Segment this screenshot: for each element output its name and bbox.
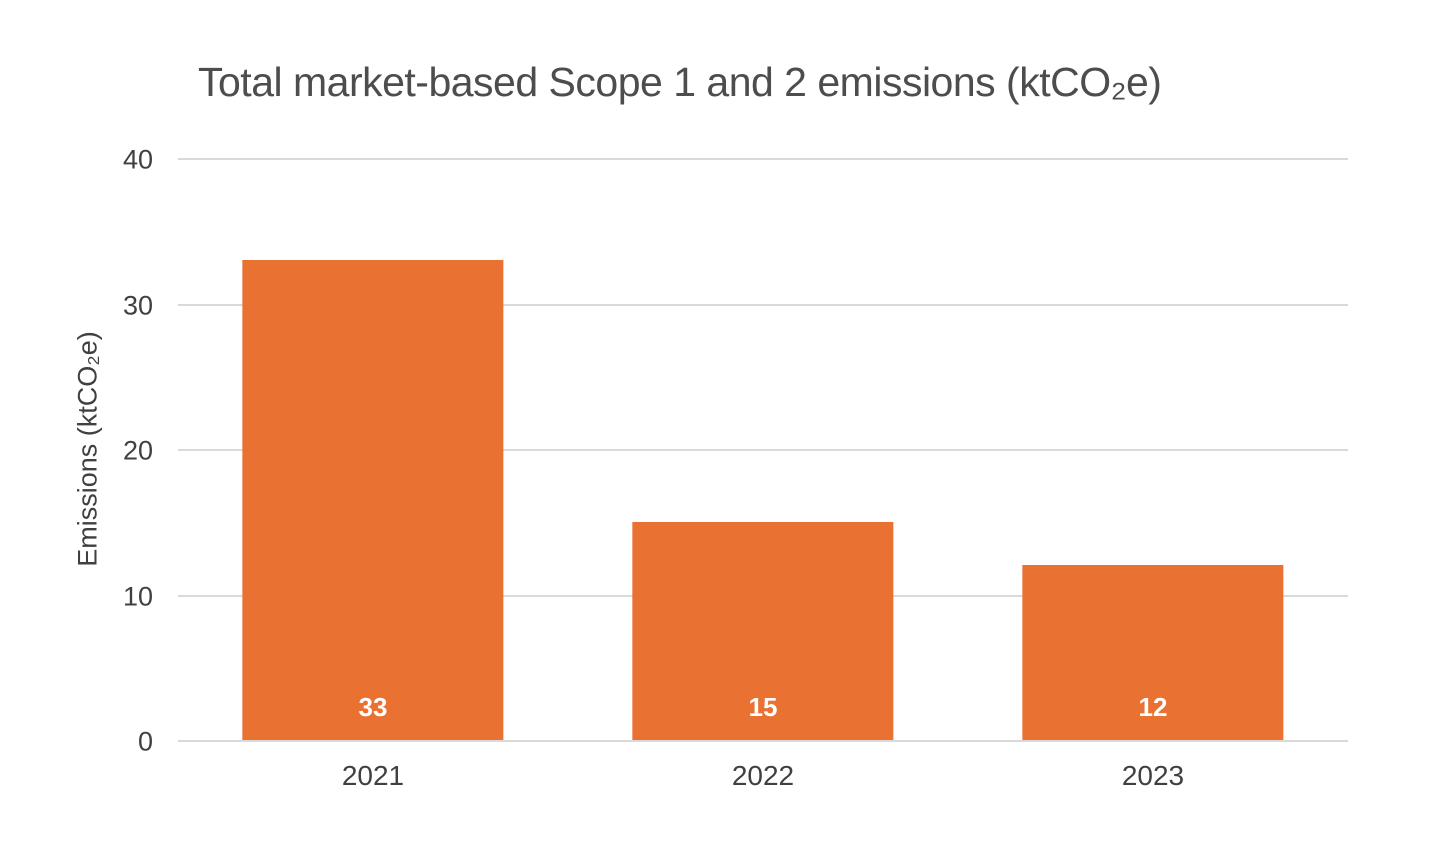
plot-area: 33 15 12 2021 2022 2023 0 10 20 30 40 [123, 146, 1348, 791]
x-axis-labels: 2021 2022 2023 [178, 760, 1348, 792]
bar-2021: 33 [242, 259, 504, 740]
bar-value-label-2022: 15 [748, 692, 778, 723]
x-tick-label-2021: 2021 [341, 760, 405, 791]
x-tick-label-2023: 2023 [1121, 760, 1185, 791]
gridline-0 [178, 740, 1348, 742]
bar-slot-2023: 12 [958, 158, 1348, 740]
y-tick-label-10: 10 [122, 581, 153, 611]
bars: 33 15 12 [178, 158, 1348, 740]
y-tick-label-20: 20 [122, 435, 153, 466]
gridline-30 [178, 303, 1348, 306]
bar-slot-2022: 15 [568, 158, 958, 740]
bar-value-label-2021: 33 [358, 692, 388, 723]
y-tick-label-40: 40 [122, 144, 153, 175]
bar-2022: 15 [632, 521, 894, 740]
bar-value-label-2023: 12 [1138, 692, 1168, 723]
y-tick-label-0: 0 [137, 726, 153, 757]
gridline-40 [178, 158, 1348, 160]
gridline-20 [178, 449, 1348, 451]
bar-2023: 12 [1022, 565, 1284, 740]
y-axis-title: Emissions (ktCO₂e) [72, 331, 103, 567]
chart-title: Total market-based Scope 1 and 2 emissio… [198, 59, 1162, 105]
bar-slot-2021: 33 [178, 158, 568, 740]
x-tick-label-2022: 2022 [731, 760, 795, 791]
y-tick-label-30: 30 [122, 290, 153, 320]
